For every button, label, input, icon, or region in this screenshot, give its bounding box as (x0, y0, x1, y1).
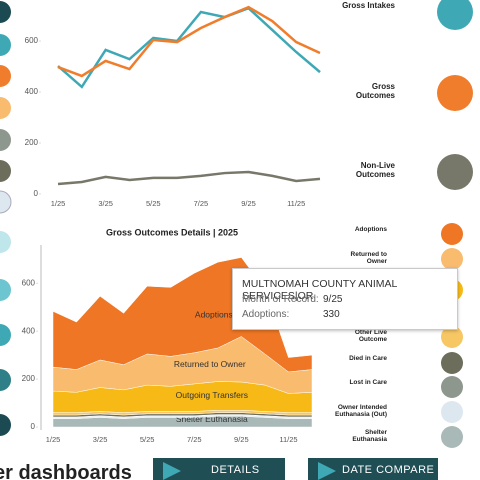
tooltip-label: Month of Record: (242, 294, 319, 305)
series-line (57, 170, 321, 186)
legend-label: Died in Care (349, 355, 387, 362)
tooltip: MULTNOMAH COUNTY ANIMAL SERVICES|OR Mont… (232, 268, 458, 330)
chart-title: Gross Outcomes Details | 2025 (106, 227, 238, 237)
tooltip-label: Adoptions: (242, 309, 290, 320)
swatch (0, 65, 11, 87)
button-label: DATE COMPARE (342, 464, 435, 476)
legend-label: Gross Intakes (342, 1, 395, 10)
legend-label: Other Live Outcome (354, 329, 387, 344)
area-label: Adoptions (195, 309, 233, 319)
y-tick-label: 400 (25, 87, 39, 96)
legend-label: Lost in Care (349, 379, 387, 386)
series-line (57, 6, 321, 89)
swatch (0, 231, 11, 253)
swatch (0, 324, 11, 346)
swatch (0, 1, 11, 23)
tooltip-title: MULTNOMAH COUNTY ANIMAL SERVICES|OR (242, 278, 397, 302)
play-icon (163, 462, 181, 480)
area-label: Returned to Owner (174, 359, 246, 369)
swatch (0, 369, 11, 391)
swatch (0, 97, 11, 119)
legend-label: Returned to Owner (350, 251, 387, 266)
legend-label: Non-Live Outcomes (355, 161, 395, 180)
tooltip-value: 330 (323, 309, 340, 320)
x-tick-label: 9/25 (241, 199, 256, 208)
date-compare-button[interactable]: DATE COMPARE (308, 458, 438, 480)
legend-swatch (441, 376, 463, 398)
y-tick-label: 400 (22, 326, 36, 335)
legend-swatch (437, 75, 473, 111)
legend-swatch (437, 0, 473, 30)
legend-label: Adoptions (354, 226, 387, 233)
legend-swatch (441, 426, 463, 448)
swatch (0, 34, 11, 56)
legend-label: Gross Outcomes (355, 82, 395, 101)
swatch (0, 129, 11, 151)
x-tick-label: 1/25 (51, 199, 66, 208)
y-tick-label: 0 (31, 422, 36, 431)
legend-label: Shelter Euthanasia (352, 429, 387, 444)
legend-swatch (441, 401, 463, 423)
y-tick-label: 200 (22, 374, 36, 383)
x-tick-label: 7/25 (187, 435, 202, 444)
legend-swatch (437, 154, 473, 190)
play-icon (318, 462, 336, 480)
legend-swatch (441, 352, 463, 374)
x-tick-label: 1/25 (46, 435, 61, 444)
x-tick-label: 9/25 (234, 435, 249, 444)
y-tick-label: 600 (22, 278, 36, 287)
swatch (0, 279, 11, 301)
legend-swatch (441, 248, 463, 270)
x-tick-label: 11/25 (279, 435, 297, 444)
footer-heading: er dashboards (0, 462, 132, 480)
x-tick-label: 5/25 (140, 435, 155, 444)
legend-label: Owner Intended Euthanasia (Out) (334, 404, 387, 419)
left-swatches (0, 1, 12, 436)
legend-swatch (441, 223, 463, 245)
x-tick-label: 3/25 (98, 199, 113, 208)
button-label: DETAILS (211, 464, 260, 476)
area-label: Outgoing Transfers (176, 390, 248, 400)
swatch (0, 414, 11, 436)
legend-swatch (441, 326, 463, 348)
x-tick-label: 3/25 (93, 435, 108, 444)
swatch (0, 160, 11, 182)
details-button[interactable]: DETAILS (153, 458, 285, 480)
swatch (0, 190, 12, 214)
series-line (57, 5, 321, 78)
x-tick-label: 11/25 (287, 199, 305, 208)
x-tick-label: 5/25 (146, 199, 161, 208)
tooltip-value: 9/25 (323, 294, 343, 305)
y-tick-label: 200 (25, 138, 39, 147)
area-label: Shelter Euthanasia (176, 414, 248, 424)
y-tick-label: 0 (34, 189, 39, 198)
x-tick-label: 7/25 (194, 199, 209, 208)
y-tick-label: 600 (25, 36, 39, 45)
